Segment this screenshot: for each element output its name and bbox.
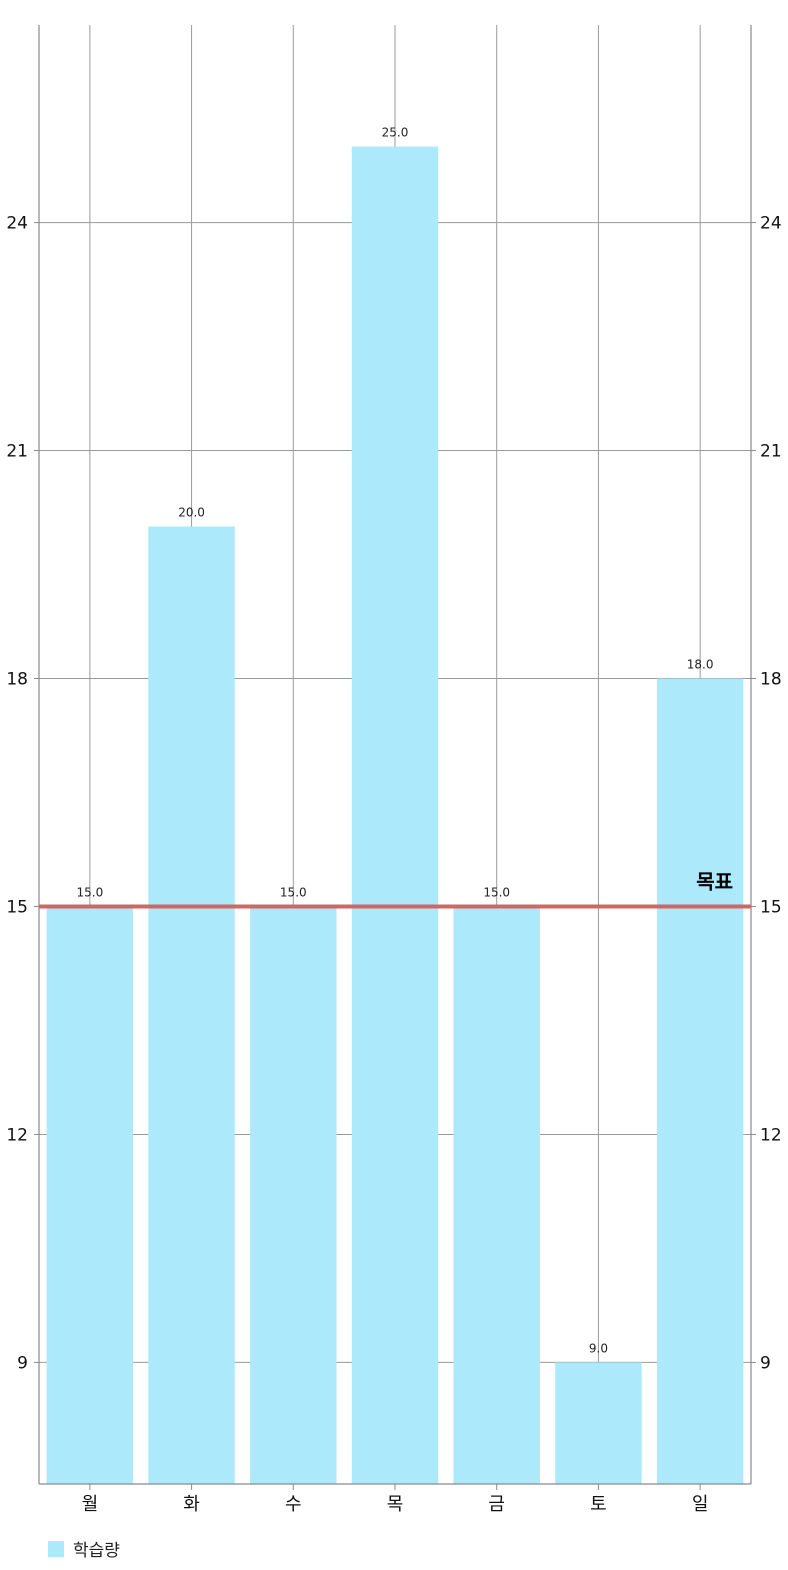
y2-tick-label: 15 [760,897,782,917]
bar-수 [250,906,337,1484]
data-label: 25.0 [382,126,409,140]
y2-tick-label: 9 [760,1353,771,1373]
goal-line-group: 목표 [39,869,751,909]
bar-목 [351,146,439,1484]
x-tick-label: 금 [488,1494,505,1515]
bars [46,146,744,1484]
data-label: 20.0 [178,506,205,520]
bar-화 [148,526,235,1484]
bar-일 [656,678,744,1484]
y2-tick-label: 24 [760,214,782,234]
x-tick-label: 월 [82,1494,99,1515]
y2-tick-label: 21 [760,442,782,462]
x-tick-label: 토 [590,1494,607,1515]
x-tick-label: 일 [692,1494,709,1515]
legend-label: 학습량 [73,1541,120,1561]
y-tick-label: 18 [6,670,28,690]
data-label: 9.0 [589,1341,608,1355]
labels: 9 9 12 12 15 15 18 18 21 21 24 24 월 화 수 목 금 토 일 15.0 20.0 15.… [6,126,781,1515]
data-label: 15.0 [483,885,510,899]
legend: 학습량 [48,1541,120,1561]
y2-tick-label: 12 [760,1125,782,1145]
data-label: 18.0 [687,658,714,672]
x-tick-label: 수 [285,1494,302,1515]
y-tick-label: 24 [6,214,28,234]
x-tick-label: 화 [183,1494,200,1515]
goal-line-label: 목표 [696,869,733,893]
y-tick-label: 12 [6,1125,28,1145]
axes [34,25,756,1490]
y-tick-label: 9 [17,1353,28,1373]
x-tick-label: 목 [387,1494,404,1515]
y-tick-label: 21 [6,442,28,462]
bar-월 [46,906,134,1484]
y-tick-label: 15 [6,897,28,917]
bar-금 [453,906,540,1484]
data-label: 15.0 [76,885,103,899]
y2-tick-label: 18 [760,670,782,690]
legend-swatch [48,1541,64,1557]
bar-토 [555,1362,642,1484]
data-label: 15.0 [280,885,307,899]
